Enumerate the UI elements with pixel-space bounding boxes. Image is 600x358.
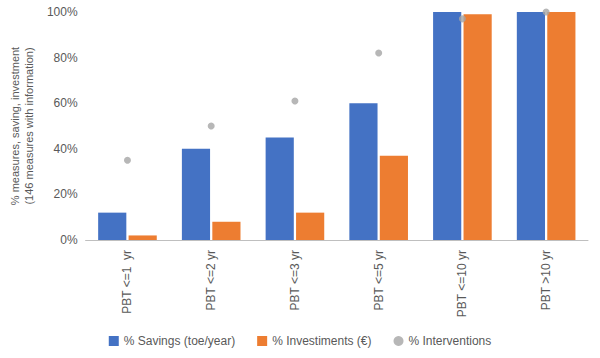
svg-text:PBT <=3 yr: PBT <=3 yr [288,250,302,310]
svg-text:% measures, saving, investment: % measures, saving, investment [9,47,21,205]
svg-text:% Investiments (€): % Investiments (€) [272,334,371,348]
svg-text:% Savings (toe/year): % Savings (toe/year) [124,334,235,348]
svg-text:60%: 60% [54,96,78,110]
svg-text:100%: 100% [47,5,78,19]
svg-text:40%: 40% [54,142,78,156]
svg-text:0%: 0% [60,233,78,247]
svg-text:20%: 20% [54,187,78,201]
svg-text:(146 measures with information: (146 measures with information) [23,47,35,204]
svg-text:PBT <=5 yr: PBT <=5 yr [372,250,386,310]
svg-text:% Interventions: % Interventions [409,334,492,348]
svg-text:80%: 80% [54,51,78,65]
svg-text:PBT <=10 yr: PBT <=10 yr [455,250,469,317]
svg-text:PBT <=2 yr: PBT <=2 yr [204,250,218,310]
svg-text:PBT <=1 yr: PBT <=1 yr [120,250,134,314]
svg-text:PBT >10 yr: PBT >10 yr [539,250,553,310]
